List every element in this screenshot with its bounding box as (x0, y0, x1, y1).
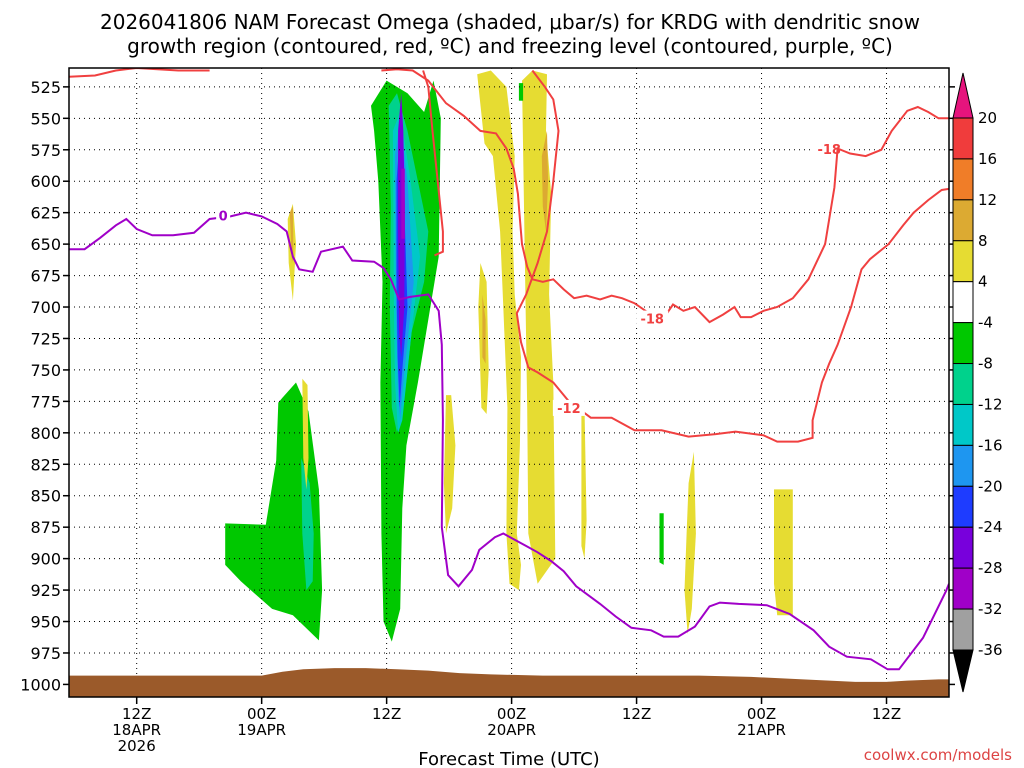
omega-region-21 (518, 83, 524, 101)
x-tick-label-66-0: 00Z (747, 705, 776, 723)
plot-frame (68, 67, 950, 698)
freezing-label-bg-0 (216, 207, 231, 224)
y-tick-label-900: 900 (30, 550, 61, 569)
colorbar-label-5: -4 (978, 314, 993, 332)
omega-region-17 (581, 407, 587, 559)
colorbar-label-3: 8 (978, 232, 988, 250)
y-tick-label-825: 825 (30, 455, 61, 474)
omega-region-4 (289, 206, 294, 263)
y-tick-label-925: 925 (30, 581, 61, 600)
y-tick-label-850: 850 (30, 487, 61, 506)
y-tick-label-1000: 1000 (20, 675, 61, 694)
colorbar-label-11: -28 (978, 559, 1003, 577)
freezing-label-0: 0 (219, 209, 228, 224)
y-tick-label-575: 575 (30, 141, 61, 160)
colorbar-label-6: -8 (978, 355, 993, 373)
x-tick-label-6-1: 18APR (112, 721, 161, 739)
x-tick-label-18-1: 19APR (237, 721, 286, 739)
y-tick-label-525: 525 (30, 78, 61, 97)
x-tick-label-6-2: 2026 (118, 737, 156, 755)
omega-shading (225, 70, 793, 642)
dgz-contour-0 (69, 68, 210, 78)
x-tick-label-78-0: 12Z (872, 705, 901, 723)
dgz-label-1: -18 (640, 313, 664, 328)
x-axis-label: Forecast Time (UTC) (418, 749, 599, 768)
colorbar-label-1: 16 (978, 150, 997, 168)
colorbar-label-4: 4 (978, 273, 988, 291)
colorbar-label-7: -12 (978, 395, 1003, 413)
y-tick-label-700: 700 (30, 298, 61, 317)
colorbar-bin-9 (952, 485, 974, 528)
terrain-surface (69, 668, 949, 697)
pressure-axis: 525 550 575 600 625 650 675 700 725 750 775 800 825 8… (20, 78, 955, 694)
y-tick-label-725: 725 (30, 329, 61, 348)
plot-area: -18 -18 -12 0 (69, 68, 949, 697)
colorbar-bin-10 (952, 526, 974, 569)
omega-region-0 (225, 382, 323, 641)
y-tick-label-650: 650 (30, 235, 61, 254)
y-tick-label-800: 800 (30, 424, 61, 443)
y-tick-label-750: 750 (30, 361, 61, 380)
y-tick-label-950: 950 (30, 613, 61, 632)
y-tick-label-875: 875 (30, 518, 61, 537)
colorbar-bin-1 (952, 158, 974, 201)
colorbar-label-0: 20 (978, 109, 997, 127)
colorbar-bin-0 (952, 117, 974, 160)
y-tick-label-600: 600 (30, 172, 61, 191)
x-tick-label-66-1: 21APR (737, 721, 786, 739)
omega-region-11 (477, 70, 521, 591)
colorbar-bin-5 (952, 322, 974, 365)
dendritic-growth-contours: -18 -18 -12 (69, 68, 949, 443)
x-tick-label-54-0: 12Z (622, 705, 651, 723)
x-tick-label-18-0: 00Z (247, 705, 276, 723)
omega-region-19 (659, 513, 664, 565)
x-tick-label-6-0: 12Z (122, 705, 151, 723)
y-tick-label-775: 775 (30, 392, 61, 411)
x-tick-label-42-0: 00Z (497, 705, 526, 723)
colorbar-bin-7 (952, 403, 974, 446)
source-credit[interactable]: coolwx.com/models (864, 746, 1012, 764)
chart-title-line2: growth region (contoured, red, ºC) and f… (127, 34, 893, 58)
colorbar-label-10: -24 (978, 518, 1003, 536)
colorbar-label-2: 12 (978, 191, 997, 209)
x-tick-label-30-0: 12Z (372, 705, 401, 723)
colorbar-bottom-arrow (952, 649, 974, 693)
terrain-fill (69, 668, 949, 697)
colorbar-bin-6 (952, 363, 974, 405)
freezing-contour-1 (401, 168, 405, 239)
colorbar-bin-11 (952, 567, 974, 610)
omega-region-1 (301, 458, 314, 591)
colorbar-bin-4 (952, 281, 974, 324)
dgz-contour-2 (515, 69, 949, 443)
gridlines (69, 68, 949, 697)
chart-title-line1: 2026041806 NAM Forecast Omega (shaded, μ… (100, 10, 920, 34)
dgz-contour-3 (422, 70, 444, 257)
colorbar-bin-3 (952, 240, 974, 283)
colorbar-label-13: -36 (978, 641, 1003, 659)
dgz-label-bg-1 (636, 310, 669, 327)
colorbar-label-12: -32 (978, 600, 1003, 618)
colorbar-bin-12 (952, 608, 974, 651)
colorbar-label-8: -16 (978, 436, 1003, 454)
colorbar-bin-8 (952, 444, 974, 487)
omega-region-15 (482, 294, 486, 364)
omega-region-20 (774, 489, 793, 616)
dgz-label-bg-2 (552, 399, 585, 416)
y-tick-label-550: 550 (30, 109, 61, 128)
y-tick-label-675: 675 (30, 267, 61, 286)
omega-region-18 (684, 451, 696, 635)
omega-region-2 (302, 378, 309, 490)
dgz-label-2: -12 (557, 402, 581, 417)
colorbar-bin-2 (952, 199, 974, 242)
freezing-contour-0 (69, 211, 949, 671)
freezing-level-contours: 0 (69, 168, 949, 671)
x-tick-label-42-1: 20APR (487, 721, 536, 739)
dgz-label-0: -18 (817, 143, 841, 158)
colorbar-label-9: -20 (978, 477, 1003, 495)
omega-colorbar: 20 16 12 8 4 -4 -8 -12 -16 -20 -24 -28 -32 -36 (952, 72, 1003, 693)
y-tick-label-975: 975 (30, 644, 61, 663)
y-tick-label-625: 625 (30, 204, 61, 223)
